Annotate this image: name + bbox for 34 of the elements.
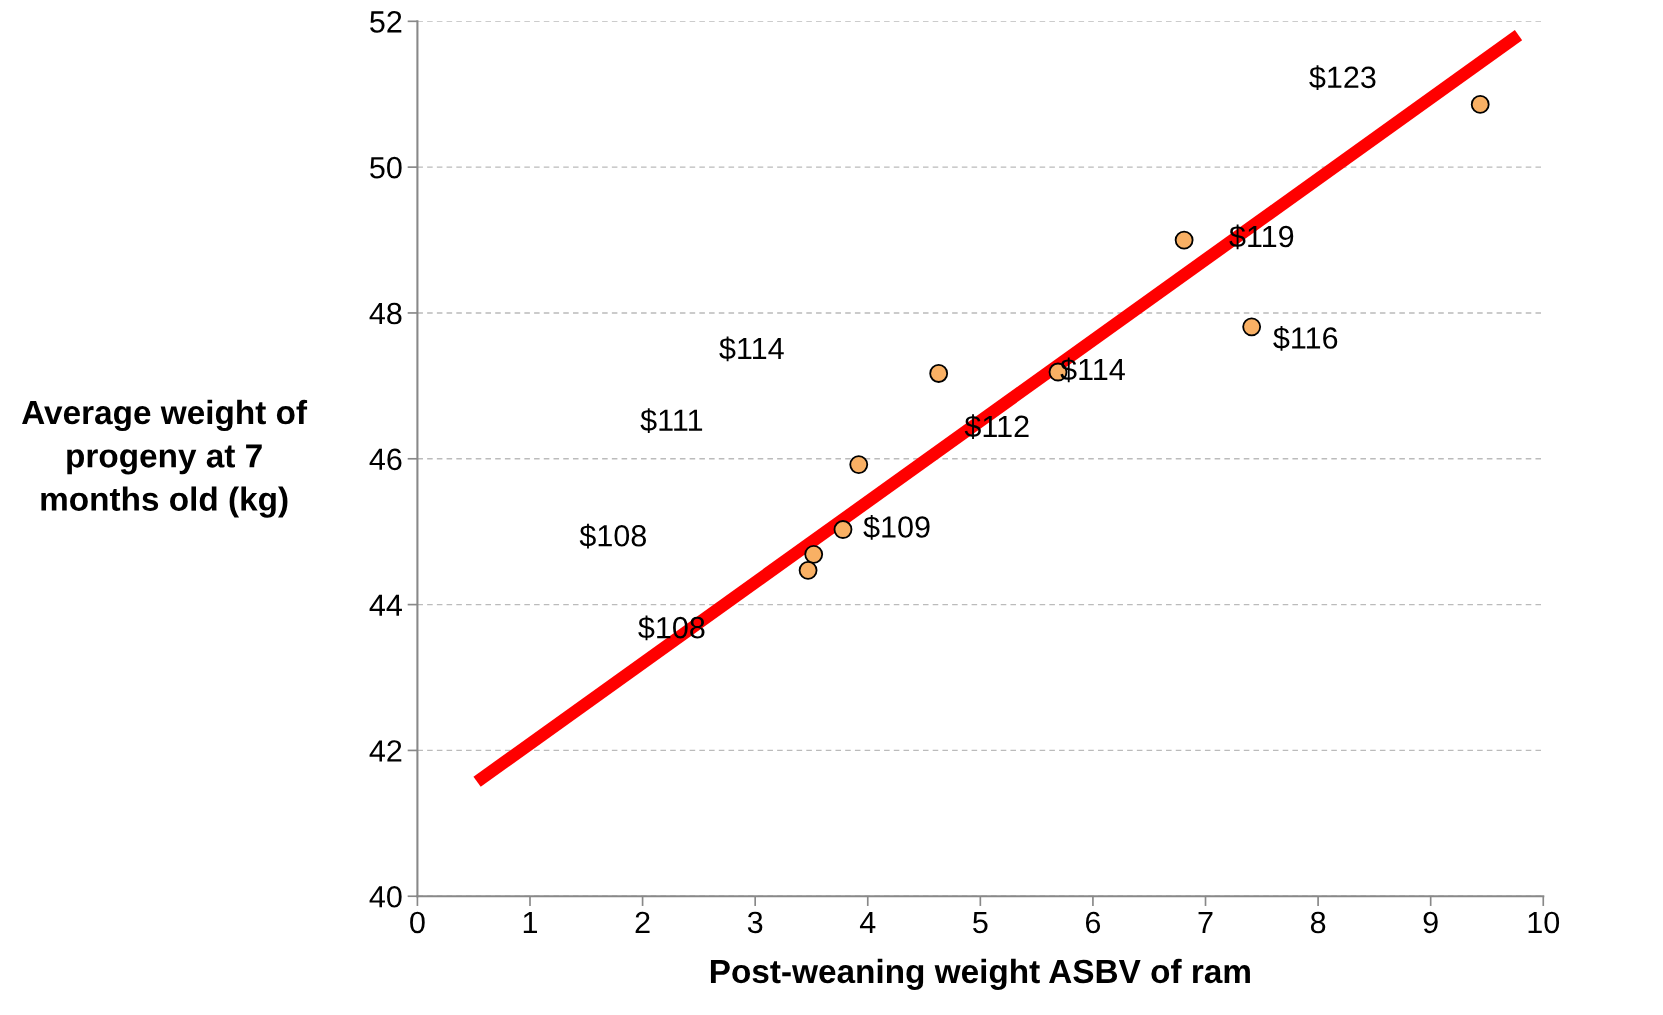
x-tick-label: 4 bbox=[859, 911, 876, 933]
x-tick-label: 9 bbox=[1423, 911, 1438, 934]
annotation: $116 bbox=[1273, 325, 1338, 351]
point bbox=[804, 544, 824, 564]
point bbox=[833, 520, 853, 539]
x-tick-label: 8 bbox=[1310, 911, 1326, 934]
x-tick-label: 2 bbox=[635, 911, 650, 933]
x-tick-label: 6 bbox=[1085, 911, 1101, 934]
point bbox=[1470, 95, 1490, 114]
point bbox=[798, 560, 818, 580]
annotation: $123 bbox=[1309, 65, 1376, 90]
annotation: $109 bbox=[863, 514, 930, 540]
y-tick-label: 44 bbox=[369, 594, 402, 616]
annotation: $108 bbox=[579, 523, 646, 549]
point bbox=[1242, 317, 1262, 337]
y-tick-label: 40 bbox=[369, 885, 402, 908]
x-axis-title: Post-weaning weight ASBV of ram bbox=[710, 958, 1250, 990]
x-tick-label: 7 bbox=[1198, 911, 1213, 933]
point bbox=[1174, 230, 1194, 250]
x-tick-label: 10 bbox=[1528, 911, 1560, 934]
y-tick-label: 50 bbox=[370, 156, 402, 179]
x-tick-label: 1 bbox=[523, 911, 537, 933]
annotation: $111 bbox=[640, 408, 703, 433]
y-tick-label: 42 bbox=[369, 740, 402, 762]
y-tick-label: 52 bbox=[370, 11, 402, 33]
y-axis-title: Average weight of progeny at 7 months old (kg) bbox=[22, 399, 308, 518]
x-tick-label: 5 bbox=[973, 911, 988, 934]
point bbox=[849, 455, 869, 475]
x-tick-label: 0 bbox=[410, 911, 425, 934]
annotation: $114 bbox=[719, 336, 784, 362]
x-tick-label: 3 bbox=[747, 911, 763, 934]
point bbox=[929, 364, 949, 383]
y-tick-label: 48 bbox=[369, 302, 402, 325]
y-tick-label: 46 bbox=[369, 448, 402, 471]
